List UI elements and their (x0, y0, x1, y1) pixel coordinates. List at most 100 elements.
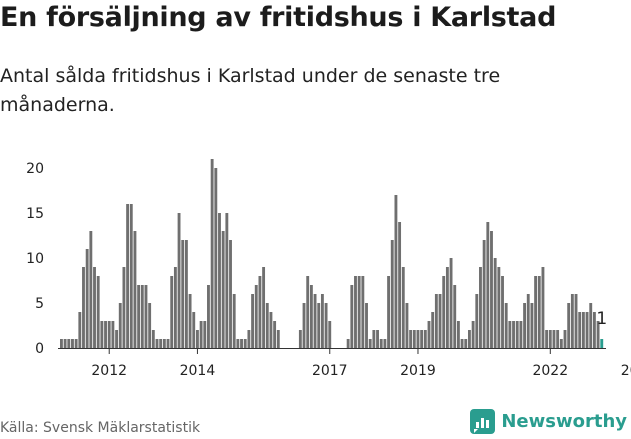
bar (243, 339, 247, 348)
x-tick-label: 2012 (91, 363, 127, 379)
bar (453, 285, 457, 348)
bar (89, 231, 93, 348)
bar (298, 330, 302, 348)
y-tick-label: 10 (26, 251, 44, 267)
bar (530, 303, 534, 348)
bar (100, 321, 104, 348)
bar (376, 330, 379, 348)
bar (548, 330, 552, 348)
bar (523, 303, 527, 348)
bar (148, 303, 152, 348)
bar (468, 330, 471, 348)
bar (486, 222, 490, 348)
bars (60, 159, 604, 348)
bar (199, 321, 203, 348)
bar (85, 249, 89, 348)
bar (254, 285, 258, 348)
bar (67, 339, 71, 348)
bar (159, 339, 163, 348)
bar (232, 294, 236, 348)
bar (203, 321, 207, 348)
bar (218, 213, 221, 348)
x-tick-label: 2024 (621, 363, 631, 379)
bar (596, 321, 600, 348)
bar (166, 339, 170, 348)
bar (567, 303, 571, 348)
bar (173, 267, 177, 348)
bar (401, 267, 405, 348)
bar (442, 276, 446, 348)
bar (350, 285, 354, 348)
bar (427, 321, 431, 348)
brand-logo[interactable]: Newsworthy (470, 409, 627, 434)
x-tick-label: 2014 (180, 363, 216, 379)
bar (512, 321, 515, 348)
bar (394, 195, 398, 348)
bar-chart: 0 5 10 15 20 2012 2014 2017 2019 2022 2024 1 (26, 159, 631, 379)
bar (111, 321, 115, 348)
bar (214, 168, 218, 348)
bar (107, 321, 111, 348)
bar (545, 330, 549, 348)
bar (449, 258, 453, 348)
bar (354, 276, 357, 348)
bar (60, 339, 63, 348)
bar (383, 339, 387, 348)
bar (398, 222, 402, 348)
x-tick-label: 2017 (312, 363, 348, 379)
x-axis: 2012 2014 2017 2019 2022 2024 (91, 349, 631, 379)
bar (585, 312, 589, 348)
y-axis: 0 5 10 15 20 (26, 161, 44, 357)
bar (574, 294, 578, 348)
bar (207, 285, 210, 348)
bar (196, 330, 199, 348)
bar (71, 339, 74, 348)
bar (357, 276, 361, 348)
bar (188, 294, 192, 348)
bar (559, 339, 563, 348)
bar (251, 294, 255, 348)
bar (177, 213, 181, 348)
bar (409, 330, 413, 348)
bar (537, 276, 541, 348)
bar (464, 339, 468, 348)
bar (541, 267, 545, 348)
bar (324, 303, 328, 348)
bar (479, 267, 482, 348)
bar (372, 330, 376, 348)
source-note: Källa: Svensk Mäklarstatistik (0, 420, 201, 436)
bar (508, 321, 512, 348)
bar (515, 321, 519, 348)
bar (115, 330, 119, 348)
bar (155, 339, 159, 348)
bar (184, 240, 188, 348)
bar (122, 267, 126, 348)
bar (328, 321, 332, 348)
bar (589, 303, 593, 348)
bar (387, 276, 391, 348)
bar (96, 276, 100, 348)
bar (144, 285, 148, 348)
bar (78, 312, 82, 348)
bar (490, 231, 493, 348)
bar (416, 330, 420, 348)
bar (361, 276, 365, 348)
bar (390, 240, 394, 348)
x-tick-label: 2019 (400, 363, 436, 379)
bar (151, 330, 155, 348)
bar (471, 321, 475, 348)
bar (346, 339, 350, 348)
bar (210, 159, 214, 348)
bar (63, 339, 67, 348)
brand-name: Newsworthy (501, 411, 627, 432)
y-tick-label: 0 (35, 341, 44, 357)
bar (482, 240, 486, 348)
bar (104, 321, 107, 348)
bar (170, 276, 174, 348)
bar (162, 339, 166, 348)
bar (456, 321, 460, 348)
bar (581, 312, 585, 348)
bar (493, 258, 497, 348)
y-tick-label: 15 (26, 206, 44, 222)
bar (552, 330, 556, 348)
